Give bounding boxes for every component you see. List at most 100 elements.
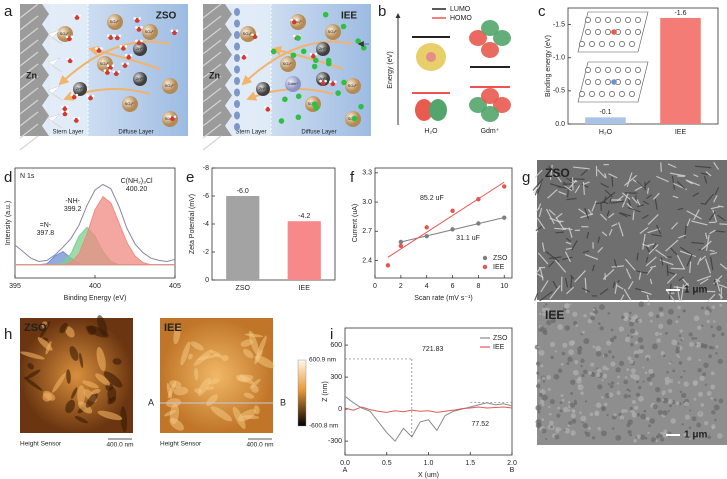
- migration-arrow: [58, 40, 171, 86]
- structure-atom: [579, 91, 585, 97]
- sem-flake: [656, 224, 662, 235]
- panel-label: f: [350, 169, 355, 186]
- afm-feature: [25, 369, 41, 380]
- peak-label: =N-: [40, 222, 52, 229]
- afm-feature: [97, 410, 123, 421]
- sem-flake: [636, 199, 642, 207]
- sem-grain: [621, 315, 625, 320]
- y-tick-label: -2: [203, 249, 209, 256]
- y-axis-title: Energy (eV): [387, 51, 394, 88]
- sem-grain: [647, 302, 651, 306]
- structure-atom: [579, 41, 585, 47]
- adsorbed-gdm: [234, 123, 240, 131]
- sem-grain: [597, 322, 601, 326]
- sem-grain: [610, 381, 615, 385]
- sem-grain: [629, 321, 635, 327]
- sem-flake: [600, 213, 608, 221]
- sem-grain: [626, 388, 630, 392]
- sem-flake: [703, 175, 708, 184]
- sem-grain: [627, 429, 632, 435]
- zinc-ion-label: Zn²⁺: [136, 76, 144, 81]
- y-axis-title: Z (nm): [322, 381, 329, 402]
- sulfate-label: SO₄²⁻: [243, 31, 254, 36]
- sem-grain: [679, 390, 683, 394]
- water-h: [71, 57, 74, 61]
- sem-flake: [534, 169, 543, 179]
- sem-flake: [656, 175, 669, 183]
- afm-feature: [120, 406, 128, 433]
- sem-grain: [570, 379, 576, 385]
- afm-feature: [65, 326, 75, 338]
- adsorbed-gdm: [234, 31, 240, 39]
- sem-grain: [601, 407, 604, 410]
- afm-feature: [173, 325, 181, 345]
- water-h: [129, 53, 133, 57]
- sem-flake: [686, 210, 702, 220]
- sem-grain: [695, 341, 702, 348]
- structure-atom: [595, 29, 601, 35]
- sem-grain: [650, 437, 657, 443]
- afm-feature: [173, 386, 189, 396]
- sem-grain: [677, 305, 681, 310]
- water-h: [173, 115, 177, 118]
- sem-flake: [621, 192, 630, 208]
- sem-grain: [539, 399, 545, 405]
- panel-label: i: [330, 326, 333, 343]
- sem-grain: [561, 398, 565, 402]
- sem-flake: [537, 182, 543, 194]
- point: [450, 208, 455, 214]
- molecule-label: H₂O: [424, 128, 438, 135]
- sem-flake: [700, 202, 707, 206]
- sulfate-ion: [107, 14, 123, 30]
- legend-label: IEE: [493, 344, 505, 351]
- sem-grain: [623, 379, 628, 385]
- sem-grain: [611, 355, 615, 359]
- water-h: [135, 26, 138, 29]
- sem-grain: [563, 429, 566, 432]
- sem-flake: [676, 255, 685, 270]
- sem-flake: [647, 243, 655, 247]
- water-h: [72, 117, 76, 120]
- water-h: [324, 79, 327, 83]
- layer-label: Stern Layer: [235, 130, 266, 136]
- afm-feature: [169, 418, 184, 431]
- sem-grain: [661, 398, 665, 402]
- gdm-molecule: [311, 63, 318, 70]
- water-h: [70, 93, 73, 97]
- water-h: [264, 105, 267, 109]
- adsorbed-gdm: [234, 65, 240, 74]
- sem-flake: [693, 174, 699, 178]
- peak-value: 397.8: [37, 230, 55, 237]
- sem-flake: [700, 240, 712, 251]
- sem-grain: [557, 406, 560, 410]
- schematic-title: IEE: [341, 11, 357, 22]
- sem-flake: [709, 249, 715, 253]
- sem-grain: [580, 391, 584, 395]
- structure-atom: [629, 91, 635, 97]
- sem-flake: [638, 271, 642, 280]
- structure-atom: [635, 29, 641, 35]
- sem-flake: [570, 276, 573, 288]
- electrode-hatch: [19, 75, 39, 91]
- sem-grain: [706, 391, 712, 397]
- sem-flake: [632, 211, 635, 221]
- y-tick-label: 0: [338, 406, 342, 413]
- water-h: [140, 39, 143, 43]
- sem-flake: [616, 284, 624, 290]
- sem-flake: [682, 278, 690, 287]
- sem-grain: [713, 398, 717, 402]
- electrode-hatch: [19, 27, 39, 43]
- sulfate-label: SO₄²⁻: [348, 83, 359, 88]
- panel-label: h: [4, 326, 12, 343]
- sulfate-label: SO₄²⁻: [145, 29, 156, 34]
- sem-grain: [535, 405, 542, 411]
- sem-grain: [700, 403, 705, 407]
- gdm-molecule: [295, 114, 302, 121]
- y-tick-label: 3.0: [362, 199, 372, 206]
- y-tick-label: -1.0: [553, 55, 565, 62]
- sem-grain: [633, 314, 638, 320]
- sem-grain: [680, 338, 683, 342]
- sem-flake: [558, 190, 567, 196]
- afm-feature: [66, 369, 71, 384]
- colorbar: [297, 359, 307, 427]
